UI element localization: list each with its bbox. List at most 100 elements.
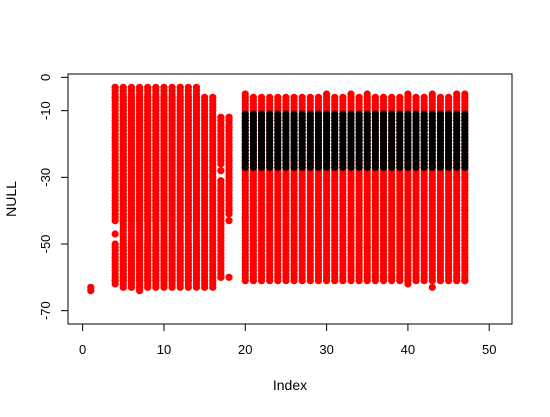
data-point-series-1 xyxy=(355,163,363,171)
data-point-series-1 xyxy=(388,163,396,171)
data-point-series-0 xyxy=(241,90,249,98)
data-point-series-0 xyxy=(347,177,355,185)
data-point-series-0 xyxy=(111,280,119,288)
x-tick-label: 30 xyxy=(319,342,333,357)
data-point-series-0 xyxy=(347,243,355,251)
data-point-series-0 xyxy=(176,83,184,91)
y-axis-title: NULL xyxy=(3,181,19,217)
data-point-series-1 xyxy=(371,163,379,171)
data-point-series-0 xyxy=(274,277,282,285)
data-point-series-1 xyxy=(290,163,298,171)
data-point-series-0 xyxy=(453,273,461,281)
data-point-series-0 xyxy=(111,83,119,91)
data-point-series-0 xyxy=(160,283,168,291)
data-point-series-0 xyxy=(347,277,355,285)
data-point-series-0 xyxy=(363,243,371,251)
data-point-series-0 xyxy=(111,217,119,225)
data-point-series-1 xyxy=(363,163,371,171)
data-point-series-1 xyxy=(379,163,388,171)
data-point-series-0 xyxy=(176,223,184,231)
y-axis: 0 -10 -30 -50 -70 xyxy=(38,74,69,320)
data-point-series-0 xyxy=(347,217,355,225)
data-point-series-0 xyxy=(225,217,233,225)
data-point-series-1 xyxy=(298,163,306,171)
data-points xyxy=(87,83,469,295)
data-point-series-0 xyxy=(404,170,412,178)
data-point-series-0 xyxy=(217,113,225,121)
data-point-series-0 xyxy=(201,283,209,291)
data-point-series-0 xyxy=(225,113,233,121)
data-point-series-0 xyxy=(461,207,469,215)
data-point-series-0 xyxy=(379,277,388,285)
data-point-series-0 xyxy=(249,277,258,285)
data-point-series-1 xyxy=(306,163,314,171)
data-point-series-1 xyxy=(444,163,453,171)
x-tick-label: 50 xyxy=(482,342,496,357)
data-point-series-0 xyxy=(217,160,225,168)
data-point-series-0 xyxy=(225,123,233,131)
y-tick-label: -10 xyxy=(38,101,53,120)
data-point-series-1 xyxy=(428,163,436,171)
data-point-series-1 xyxy=(257,163,266,171)
data-point-series-0 xyxy=(282,277,290,285)
data-point-series-0 xyxy=(420,277,428,285)
data-point-series-0 xyxy=(453,173,461,181)
data-point-series-0 xyxy=(192,283,201,291)
data-point-series-0 xyxy=(355,277,363,285)
data-point-series-0 xyxy=(241,277,249,285)
data-point-series-0 xyxy=(322,90,331,98)
data-point-series-1 xyxy=(420,163,428,171)
x-tick-label: 10 xyxy=(157,342,171,357)
data-point-series-0 xyxy=(176,283,184,291)
data-point-series-0 xyxy=(322,273,331,281)
data-point-series-0 xyxy=(119,283,127,291)
y-tick-label: -70 xyxy=(38,301,53,320)
data-point-series-0 xyxy=(152,283,160,291)
data-point-series-0 xyxy=(87,287,95,295)
data-point-series-0 xyxy=(217,167,225,175)
data-point-series-0 xyxy=(111,93,119,101)
data-point-series-1 xyxy=(436,163,445,171)
data-point-series-1 xyxy=(322,163,331,171)
data-point-series-0 xyxy=(388,277,396,285)
data-point-series-0 xyxy=(127,283,136,291)
data-point-series-0 xyxy=(135,287,144,295)
data-point-series-0 xyxy=(428,187,436,195)
data-point-series-0 xyxy=(241,213,249,221)
data-point-series-0 xyxy=(444,277,453,285)
data-point-series-0 xyxy=(404,280,412,288)
data-point-series-1 xyxy=(461,163,469,171)
data-point-series-0 xyxy=(404,90,412,98)
data-point-series-0 xyxy=(396,277,404,285)
data-point-series-0 xyxy=(428,277,436,285)
data-point-series-1 xyxy=(274,163,282,171)
data-point-series-0 xyxy=(428,90,436,98)
data-point-series-0 xyxy=(347,267,355,275)
data-point-series-0 xyxy=(266,277,274,285)
data-point-series-0 xyxy=(453,263,461,271)
x-tick-label: 0 xyxy=(79,342,86,357)
data-point-series-0 xyxy=(290,277,298,285)
data-point-series-0 xyxy=(322,177,331,185)
data-point-series-0 xyxy=(306,277,314,285)
data-point-series-0 xyxy=(298,277,306,285)
data-point-series-0 xyxy=(257,277,266,285)
x-tick-label: 20 xyxy=(238,342,252,357)
data-point-series-1 xyxy=(314,163,323,171)
data-point-series-0 xyxy=(144,283,152,291)
data-point-series-1 xyxy=(453,163,461,171)
data-point-series-0 xyxy=(209,283,217,291)
data-point-series-0 xyxy=(363,90,371,98)
data-point-series-0 xyxy=(461,90,469,98)
data-point-series-0 xyxy=(241,177,249,185)
data-point-series-1 xyxy=(266,163,274,171)
data-point-series-0 xyxy=(225,273,233,281)
data-point-series-1 xyxy=(339,163,347,171)
y-tick-label: 0 xyxy=(38,74,53,81)
data-point-series-0 xyxy=(225,157,233,165)
data-point-series-0 xyxy=(461,277,469,285)
data-point-series-0 xyxy=(217,273,225,281)
data-point-series-1 xyxy=(331,163,339,171)
data-point-series-0 xyxy=(225,207,233,215)
